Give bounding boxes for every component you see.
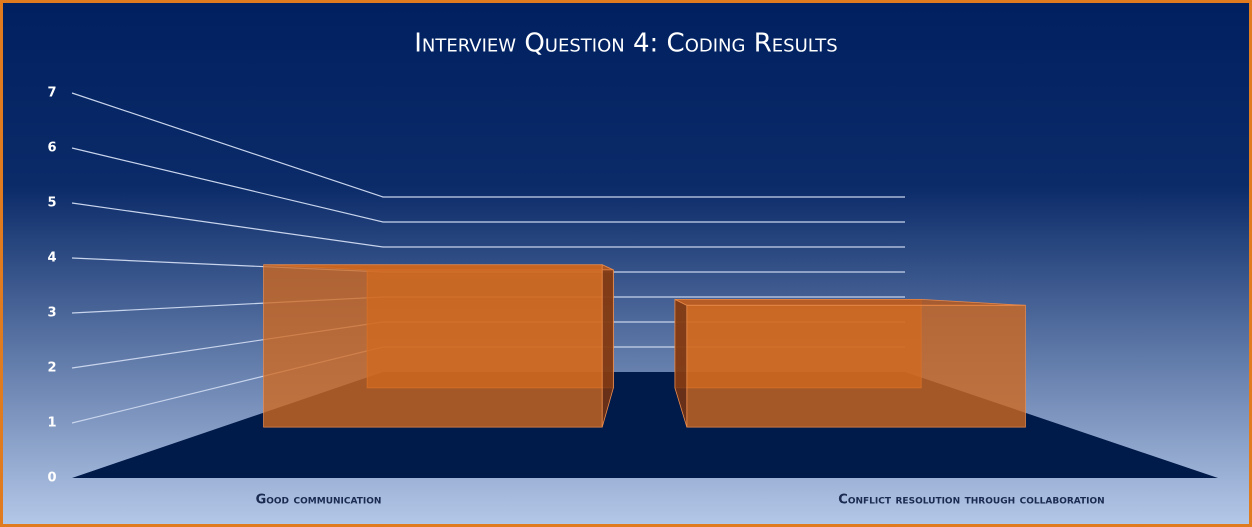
y-tick-label: 0 — [47, 471, 56, 486]
x-tick-label: Conflict resolution through collaboratio… — [838, 493, 1104, 508]
chart-title: Interview Question 4: Coding Results — [414, 29, 837, 59]
y-tick-label: 5 — [47, 196, 56, 211]
bar — [674, 298, 1026, 428]
y-tick-label: 1 — [47, 416, 56, 431]
bar-front — [686, 304, 1026, 428]
y-tick-label: 2 — [47, 361, 56, 376]
bar — [263, 264, 614, 428]
grid-line — [71, 147, 905, 223]
y-tick-label: 7 — [47, 86, 56, 101]
grid-line — [71, 92, 905, 198]
y-tick-label: 4 — [47, 251, 56, 266]
x-tick-label: Good communication — [256, 493, 382, 508]
y-tick-label: 6 — [47, 141, 56, 156]
bar-front — [263, 264, 603, 428]
grid-line — [71, 202, 905, 248]
y-tick-label: 3 — [47, 306, 56, 321]
